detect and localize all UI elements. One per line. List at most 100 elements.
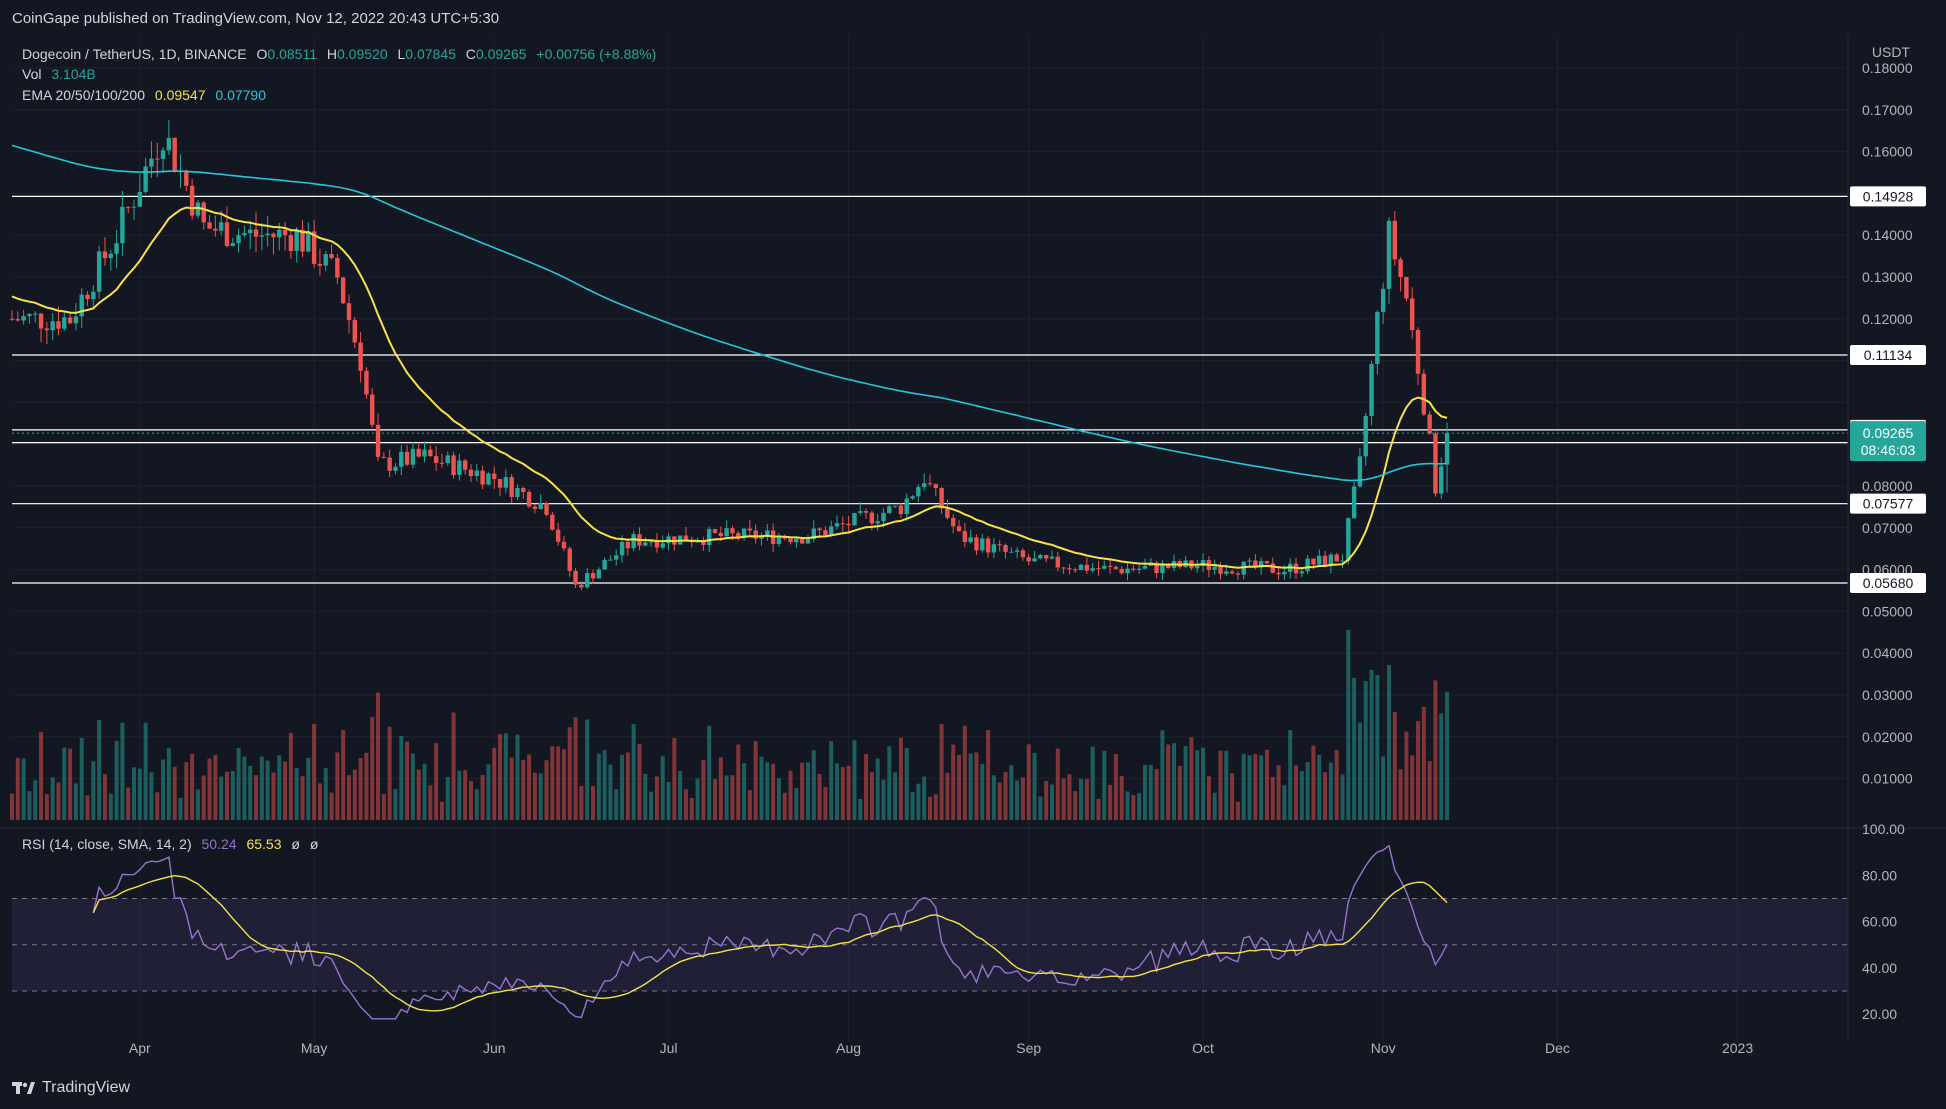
volume-bar (288, 732, 293, 820)
volume-bar (39, 732, 44, 820)
candle-body (1142, 565, 1148, 569)
candle-body (1392, 220, 1397, 260)
tradingview-brand[interactable]: TradingView (12, 1079, 130, 1097)
candle-body (1212, 566, 1217, 570)
candle-body (1398, 259, 1403, 277)
volume-bar (1328, 762, 1333, 820)
rsi-axis-label: 20.00 (1862, 1006, 1897, 1022)
candle-body (1270, 563, 1275, 573)
ema-legend: EMA 20/50/100/200 0.09547 0.07790 (22, 87, 272, 103)
volume-bar (166, 748, 171, 820)
volume-bar (1323, 772, 1328, 820)
price-axis-label: 0.16000 (1862, 144, 1913, 160)
volume-bar (1433, 680, 1438, 820)
volume-bar (434, 743, 439, 820)
volume-bar (1154, 769, 1159, 820)
volume-bar (660, 756, 665, 820)
rsi-label[interactable]: RSI (14, close, SMA, 14, 2) (22, 836, 192, 852)
candle-body (794, 538, 799, 543)
candle-body (306, 231, 311, 252)
volume-bar (986, 729, 991, 820)
volume-bar (1346, 630, 1351, 820)
level-label: 0.05680 (1863, 575, 1914, 591)
volume-bar (840, 767, 845, 820)
volume-bar (945, 772, 950, 820)
candle-body (27, 314, 32, 317)
volume-bar (1003, 771, 1008, 820)
volume-bar (1067, 774, 1072, 820)
volume-bar (858, 798, 863, 820)
candle-body (131, 206, 137, 208)
volume-bar (1142, 764, 1147, 820)
volume-bar (352, 769, 357, 820)
volume-bar (532, 772, 537, 820)
volume-bar (474, 789, 479, 820)
volume-bar (1108, 784, 1113, 820)
candle-body (108, 253, 113, 259)
candle-body (486, 473, 491, 485)
candle-body (1014, 550, 1020, 552)
volume-bar (678, 770, 683, 820)
volume-bar (939, 724, 944, 820)
candle-body (590, 573, 596, 579)
volume-bar (835, 763, 840, 820)
volume-bar (817, 774, 822, 820)
volume-bar (724, 775, 729, 820)
candle-body (236, 235, 241, 244)
currency-label: USDT (1871, 44, 1910, 60)
volume-bar (579, 785, 584, 820)
candle-body (416, 448, 421, 457)
candle-body (271, 233, 276, 238)
candle-body (1113, 566, 1119, 570)
candle-body (474, 470, 479, 477)
candle-body (1049, 556, 1055, 559)
candle-body (410, 448, 416, 465)
volume-bar (1276, 765, 1281, 820)
current-price-tag[interactable] (1850, 421, 1926, 462)
candle-body (515, 488, 520, 497)
volume-bar (782, 792, 787, 820)
volume-bar (1427, 761, 1432, 820)
candle-body (317, 263, 323, 266)
ema-label[interactable]: EMA 20/50/100/200 (22, 87, 145, 103)
price-axis-label: 0.03000 (1862, 687, 1913, 703)
symbol-name[interactable]: Dogecoin / TetherUS, 1D, BINANCE (22, 46, 247, 62)
candle-body (1102, 565, 1107, 569)
candle-body (951, 517, 956, 527)
candle-body (1090, 568, 1095, 571)
volume-bar (259, 756, 264, 820)
volume-bar (910, 791, 915, 820)
volume-bar (283, 761, 288, 820)
candle-body (608, 559, 613, 561)
volume-label[interactable]: Vol (22, 66, 42, 82)
candle-body (21, 316, 26, 321)
candle-body (56, 321, 61, 329)
volume-bar (515, 734, 520, 820)
volume-bar (794, 788, 799, 820)
candle-body (509, 477, 514, 497)
volume-bar (805, 762, 810, 820)
candle-body (1439, 466, 1444, 494)
volume-bar (567, 727, 572, 820)
candle-body (799, 538, 805, 544)
candle-body (1386, 220, 1392, 289)
volume-bar (50, 777, 55, 820)
candle-body (968, 537, 973, 543)
candle-body (980, 538, 985, 551)
volume-bar (927, 796, 932, 820)
candle-body (1264, 560, 1270, 564)
volume-bar (823, 786, 828, 820)
volume-bar (1137, 793, 1142, 820)
candle-body (166, 137, 172, 151)
candle-body (567, 548, 572, 571)
volume-bar (486, 764, 491, 820)
volume-bar (242, 756, 247, 820)
candle-body (428, 449, 433, 457)
price-axis-label: 0.17000 (1862, 102, 1913, 118)
candle-body (1125, 568, 1130, 574)
volume-bar (445, 776, 450, 820)
volume-bar (410, 753, 415, 820)
candle-body (956, 526, 962, 532)
candle-body (701, 541, 706, 545)
